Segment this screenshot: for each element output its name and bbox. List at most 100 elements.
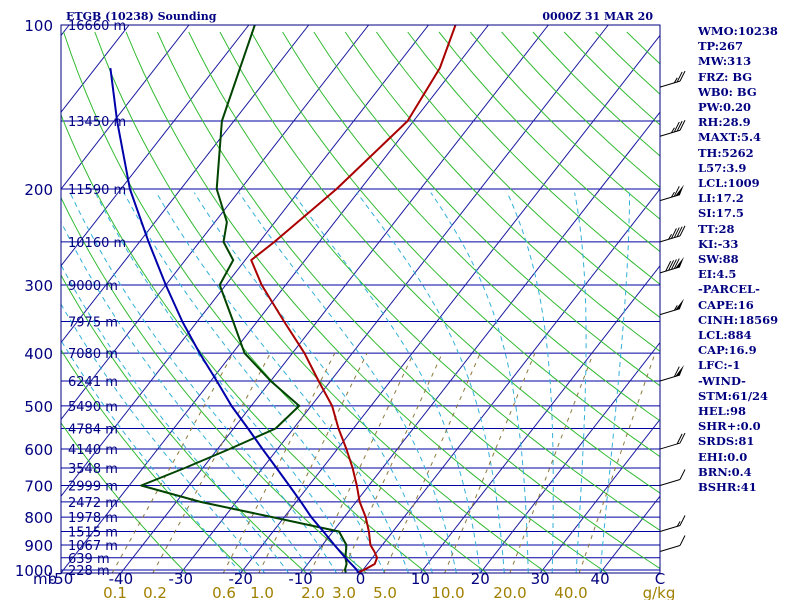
mixing-ratio-line — [341, 352, 443, 573]
moist-adiabat-line — [574, 192, 587, 573]
isotherm-line — [539, 418, 660, 573]
mixing-ratio-line — [578, 352, 656, 573]
height-label: 4784 m — [68, 422, 118, 437]
index-item: LFC:-1 — [698, 358, 741, 373]
index-item: BRN:0.4 — [698, 464, 752, 479]
mixing-ratio-label: 0.6 — [212, 584, 236, 600]
pressure-tick-label: 400 — [24, 345, 53, 363]
index-item: -WIND- — [698, 373, 746, 388]
height-label: 5490 m — [68, 400, 118, 415]
wind-barb — [659, 364, 684, 382]
sounding-time: 0000Z 31 MAR 20 — [542, 10, 653, 23]
pressure-tick-label: 300 — [24, 277, 53, 295]
isotherm-line — [300, 111, 660, 573]
dry-adiabat-line — [61, 274, 307, 573]
index-item: LI:17.2 — [698, 191, 744, 206]
temperature-tick-label: -50 — [49, 570, 74, 588]
moist-adiabat-line — [69, 192, 337, 573]
mixing-ratio-line — [444, 352, 536, 573]
temperature-trace — [250, 25, 457, 573]
index-item: MAXT:5.4 — [698, 130, 761, 145]
moist-adiabat-line — [238, 192, 457, 573]
dry-adiabat-line — [282, 31, 660, 422]
mixing-ratio-label: 5.0 — [373, 584, 397, 600]
isotherm-line — [61, 25, 190, 190]
moist-adiabat-line — [61, 303, 266, 573]
index-item: KI:-33 — [698, 236, 739, 251]
temperature-tick-label: C — [655, 570, 665, 588]
temperature-tick-label: 40 — [591, 570, 610, 588]
mixing-ratio-line — [111, 352, 234, 573]
indices-panel: WMO:10238 TP:267 MW:313 FRZ: BG WB0: BG PW:0.… — [698, 24, 798, 495]
mixing-ratio-line — [509, 352, 594, 573]
index-item: WB0: BG — [698, 84, 757, 99]
height-label: 9000 m — [68, 279, 118, 294]
mixing-ratio-label: 3.0 — [332, 584, 356, 600]
mixing-ratio-label: g/kg — [643, 584, 676, 600]
height-label: 3548 m — [68, 462, 118, 477]
wind-barb — [659, 535, 686, 552]
isotherm-line — [61, 25, 489, 573]
pressure-tick-label: 500 — [24, 398, 53, 416]
temperature-tick-label: -10 — [288, 570, 313, 588]
dry-adiabat-line — [63, 31, 488, 573]
index-item: EI:4.5 — [698, 267, 737, 282]
index-item: SHR+:0.0 — [698, 419, 761, 434]
wind-barb — [659, 120, 686, 137]
dry-adiabat-line — [250, 31, 660, 458]
index-item: L57:3.9 — [698, 160, 747, 175]
mixing-ratio-label: 0.2 — [143, 584, 167, 600]
index-item: LCL:1009 — [698, 176, 760, 191]
index-item: RH:28.9 — [698, 115, 751, 130]
temperature-tick-label: 0 — [356, 570, 366, 588]
wind-barb — [659, 469, 686, 487]
dry-adiabat-line — [313, 31, 660, 387]
temperature-tick-label: -20 — [228, 570, 253, 588]
isotherm-line — [61, 25, 310, 344]
index-item: CAP:16.9 — [698, 343, 757, 358]
plot-frame — [60, 24, 661, 574]
parcel-trace — [109, 67, 359, 573]
moist-adiabat-line — [356, 192, 505, 573]
index-item: SRDS:81 — [698, 434, 755, 449]
pressure-tick-label: 1000 — [15, 562, 53, 580]
pressure-tick-label: 600 — [24, 441, 53, 459]
height-label: 2999 m — [68, 480, 118, 495]
height-label: 228 m — [68, 564, 110, 579]
isotherm-line — [61, 25, 250, 267]
index-item: STM:61/24 — [698, 388, 769, 403]
wind-barb — [659, 432, 686, 450]
index-item: HEL:98 — [698, 404, 746, 419]
moist-adiabat-line — [61, 220, 314, 573]
mixing-ratio-label: 1.0 — [250, 584, 274, 600]
index-item: -PARCEL- — [698, 282, 760, 297]
height-label: 11590 m — [68, 183, 126, 198]
temperature-tick-label: -40 — [109, 570, 134, 588]
height-label: 4140 m — [68, 443, 118, 458]
mixing-ratio-label: 2.0 — [301, 584, 325, 600]
mixing-ratio-line — [309, 352, 415, 573]
pressure-tick-label: 100 — [24, 17, 53, 35]
wind-barb — [659, 70, 686, 88]
mixing-ratio-label: 10.0 — [431, 584, 464, 600]
dewpoint-trace — [140, 25, 348, 573]
height-label: 639 m — [68, 552, 110, 567]
temperature-tick-label: 30 — [531, 570, 550, 588]
moist-adiabat-line — [123, 192, 385, 573]
moist-adiabat-line — [430, 192, 529, 573]
isotherm-line — [360, 188, 660, 573]
height-label: 16660 m — [68, 19, 126, 34]
index-item: SW:88 — [698, 252, 739, 267]
index-item: CINH:18569 — [698, 312, 779, 327]
index-item: TP:267 — [698, 39, 744, 54]
dry-adiabat-line — [61, 422, 187, 573]
isotherm-line — [479, 341, 660, 573]
height-label: 7080 m — [68, 347, 118, 362]
dry-adiabat-line — [61, 348, 247, 573]
index-item: PW:0.20 — [698, 100, 752, 115]
temperature-tick-label: 20 — [471, 570, 490, 588]
isotherm-line — [61, 25, 370, 421]
dry-adiabat-line — [407, 31, 660, 285]
dry-adiabat-line — [344, 31, 660, 352]
